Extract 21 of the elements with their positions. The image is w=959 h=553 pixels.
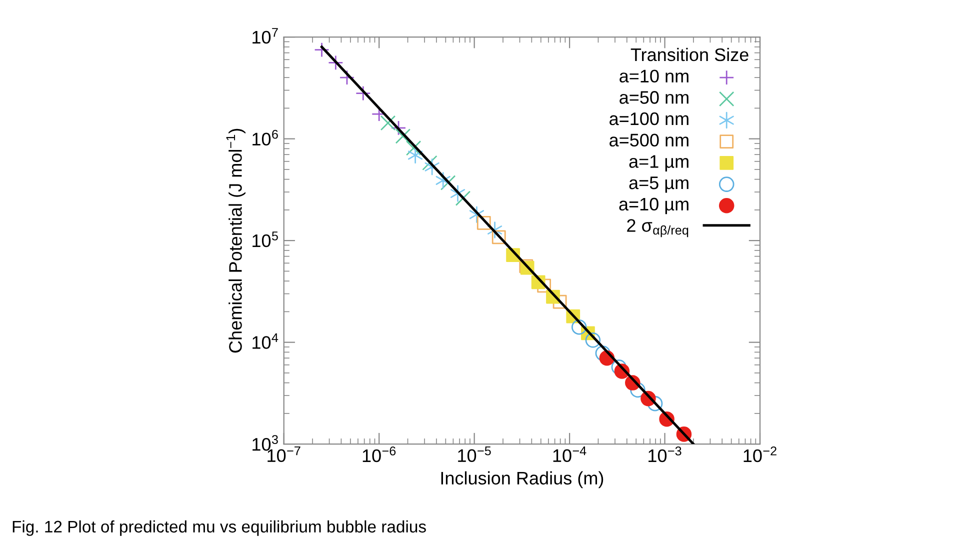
y-tick-label: 10$^{6}$ — [252, 130, 278, 146]
legend-label: a=500 nm — [610, 134, 688, 147]
legend-label: a=100 nm — [610, 112, 688, 126]
legend-label: a=5 µm — [629, 176, 688, 193]
y-tick-label: 10$^{4}$ — [252, 333, 278, 349]
legend-label: a=10 nm — [620, 70, 688, 82]
x-tick-label: 10$^{−2}$ — [744, 446, 776, 462]
legend-label: 2 σ$_{αβ/req}$ — [627, 219, 688, 238]
y-tick-label: 10$^{7}$ — [252, 28, 278, 44]
legend-label: a=50 nm — [620, 91, 688, 104]
legend-title: Transition Size — [630, 48, 748, 62]
y-axis-title: Chemical Potential (J mol$^{−1}$) — [226, 128, 246, 353]
caption: Fig. 12 Plot of predicted mu vs equilibrium bubble radius — [12, 520, 426, 536]
x-tick-label: 10$^{−5}$ — [458, 446, 491, 462]
y-tick-label: 10$^{5}$ — [252, 232, 278, 248]
legend-label: a=10 µm — [619, 198, 688, 214]
legend-label: a=1 µm — [629, 155, 688, 172]
x-tick-label: 10$^{−4}$ — [553, 446, 586, 462]
x-tick-label: 10$^{−6}$ — [362, 446, 396, 462]
x-tick-label: 10$^{−3}$ — [648, 446, 682, 462]
x-axis-title: Inclusion Radius (m) — [441, 471, 604, 488]
